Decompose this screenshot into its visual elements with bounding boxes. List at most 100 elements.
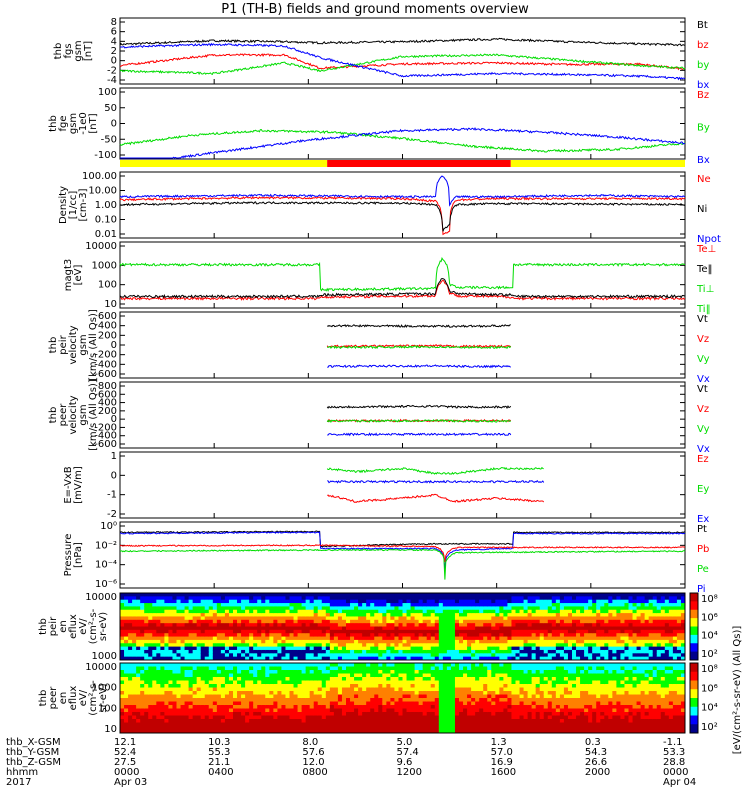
heatmap-cell — [640, 656, 646, 661]
heatmap-cell — [152, 609, 157, 614]
heatmap-cell — [152, 715, 157, 720]
heatmap-cell — [228, 623, 234, 627]
series-line-Npot — [119, 175, 686, 207]
heatmap-cell — [301, 708, 307, 713]
heatmap-cell — [297, 643, 303, 648]
heatmap-cell — [386, 633, 391, 638]
heatmap-cell — [325, 633, 331, 638]
heatmap-cell — [224, 666, 230, 671]
heatmap-cell — [245, 619, 250, 624]
heatmap-cell — [350, 629, 355, 634]
series-line-Vt — [326, 323, 511, 329]
heatmap-cell — [402, 663, 408, 667]
heatmap-cell — [152, 603, 157, 607]
heatmap-cell — [204, 666, 210, 671]
heatmap-cell — [487, 684, 492, 688]
heatmap-cell — [261, 646, 266, 651]
heatmap-cell — [216, 687, 222, 692]
heatmap-cell — [277, 623, 282, 627]
heatmap-cell — [572, 643, 577, 648]
heatmap-cell — [192, 715, 198, 720]
heatmap-cell — [580, 639, 585, 644]
heatmap-cell — [648, 626, 654, 631]
heatmap-cell — [620, 603, 625, 607]
heatmap-cell — [277, 663, 282, 667]
heatmap-cell — [253, 726, 258, 730]
heatmap-cell — [204, 684, 210, 688]
heatmap-cell — [382, 633, 387, 638]
heatmap-cell — [337, 653, 343, 658]
heatmap-cell — [446, 593, 452, 597]
heatmap-cell — [551, 606, 557, 611]
heatmap-cell — [446, 629, 452, 634]
heatmap-cell — [120, 673, 125, 678]
heatmap-cell — [382, 701, 387, 706]
heatmap-cell — [325, 606, 331, 611]
heatmap-cell — [289, 687, 295, 692]
heatmap-cell — [245, 603, 250, 607]
heatmap-cell — [576, 606, 581, 611]
heatmap-cell — [471, 609, 476, 614]
heatmap-cell — [483, 673, 488, 678]
heatmap-cell — [281, 701, 286, 706]
heatmap-cell — [237, 629, 242, 634]
heatmap-cell — [414, 613, 420, 617]
heatmap-cell — [285, 626, 290, 631]
heatmap-cell — [604, 626, 609, 631]
heatmap-cell — [124, 680, 129, 685]
heatmap-cell — [483, 712, 488, 716]
heatmap-cell — [277, 684, 282, 688]
colorbar-segment — [690, 601, 698, 611]
heatmap-cell — [233, 719, 238, 723]
heatmap-cell — [281, 698, 286, 702]
heatmap-cell — [184, 643, 190, 648]
heatmap-cell — [491, 633, 496, 638]
heatmap-cell — [196, 656, 202, 661]
legend-entry: Npot — [697, 234, 721, 245]
heatmap-cell — [333, 673, 339, 678]
heatmap-cell — [592, 599, 597, 604]
heatmap-cell — [321, 626, 327, 631]
heatmap-cell — [253, 663, 258, 667]
heatmap-cell — [483, 708, 488, 713]
heatmap-cell — [551, 616, 557, 621]
heatmap-cell — [563, 599, 569, 604]
heatmap-cell — [434, 677, 440, 681]
heatmap-cell — [293, 609, 299, 614]
heatmap-cell — [386, 603, 391, 607]
heatmap-cell — [156, 623, 161, 627]
heatmap-cell — [495, 629, 500, 634]
heatmap-cell — [620, 649, 625, 654]
heatmap-cell — [479, 636, 484, 641]
heatmap-cell — [551, 649, 557, 654]
heatmap-cell — [475, 715, 480, 720]
heatmap-cell — [547, 596, 553, 601]
heatmap-cell — [414, 626, 420, 631]
heatmap-cell — [402, 691, 408, 695]
heatmap-cell — [124, 677, 129, 681]
heatmap-cell — [333, 623, 339, 627]
heatmap-cell — [249, 694, 254, 699]
heatmap-cell — [584, 616, 589, 621]
heatmap-cell — [224, 633, 230, 638]
heatmap-cell — [160, 719, 165, 723]
heatmap-cell — [668, 639, 674, 644]
heatmap-cell — [132, 705, 137, 709]
heatmap-cell — [212, 715, 218, 720]
heatmap-cell — [632, 616, 638, 621]
heatmap-cell — [567, 619, 573, 624]
heatmap-cell — [523, 613, 529, 617]
heatmap-cell — [624, 606, 629, 611]
heatmap-cell — [305, 629, 311, 634]
heatmap-cell — [426, 656, 432, 661]
heatmap-cell — [237, 636, 242, 641]
heatmap-cell — [507, 609, 512, 614]
heatmap-cell — [362, 646, 367, 651]
heatmap-cell — [555, 596, 561, 601]
heatmap-cell — [624, 626, 629, 631]
heatmap-cell — [664, 643, 670, 648]
heatmap-cell — [200, 666, 206, 671]
heatmap-cell — [628, 636, 634, 641]
heatmap-cell — [471, 677, 476, 681]
heatmap-cell — [382, 626, 387, 631]
